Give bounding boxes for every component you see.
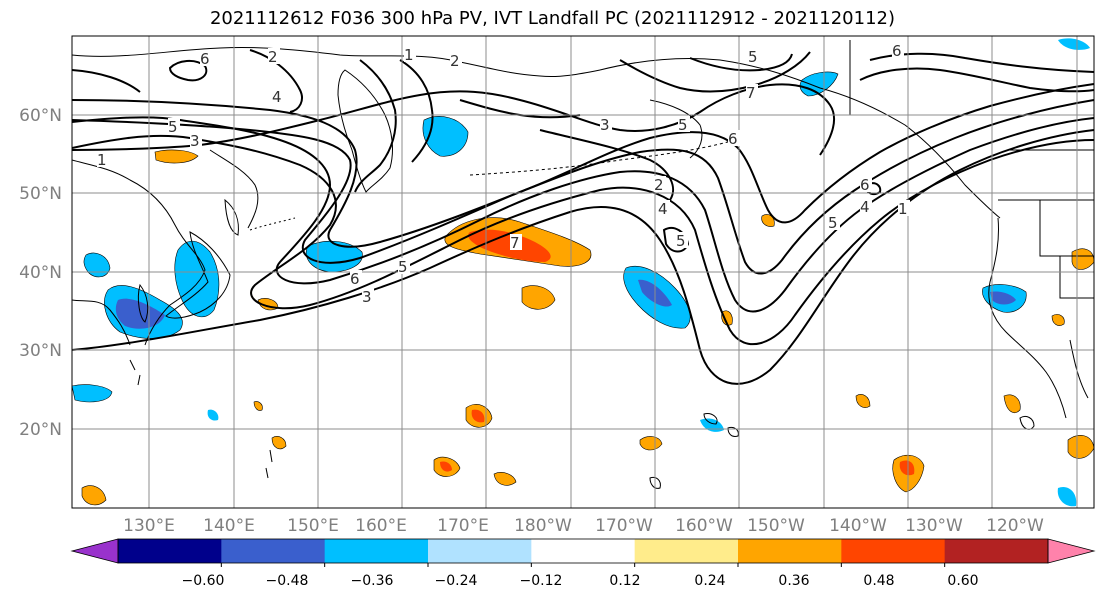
map-frame bbox=[71, 35, 1095, 509]
contour-label-5: 5 bbox=[168, 118, 178, 136]
contour-label-7: 7 bbox=[510, 234, 520, 252]
contour-label-4: 4 bbox=[272, 88, 282, 106]
colorbar-swatch bbox=[118, 539, 222, 563]
lon-label: 160°W bbox=[675, 516, 733, 536]
colorbar-swatch bbox=[841, 539, 946, 563]
latitude-labels: 60°N 50°N 40°N 30°N 20°N bbox=[19, 106, 62, 440]
colorbar-tick-label: 0.48 bbox=[863, 573, 894, 589]
contour-label-1: 1 bbox=[404, 46, 414, 64]
lat-label-40n: 40°N bbox=[19, 263, 62, 283]
colorbar-tick-label: −0.12 bbox=[520, 573, 563, 589]
contour-label-5: 5 bbox=[676, 232, 686, 250]
colorbar-swatch bbox=[221, 539, 326, 563]
lon-label: 180°W bbox=[514, 516, 572, 536]
contour-label-3: 3 bbox=[190, 132, 200, 150]
negative-anomaly-shading bbox=[72, 38, 1090, 507]
contour-label-6: 6 bbox=[892, 42, 902, 60]
longitude-labels: 130°E 140°E 150°E 160°E 170°E 180°W 170°… bbox=[123, 516, 1044, 536]
colorbar-tick-label: 0.36 bbox=[778, 573, 809, 589]
contour-label-4: 4 bbox=[860, 198, 870, 216]
lon-label: 150°W bbox=[747, 516, 805, 536]
contour-label-1: 1 bbox=[97, 151, 107, 169]
lon-label: 170°W bbox=[595, 516, 653, 536]
contour-label-2: 2 bbox=[654, 176, 664, 194]
contour-label-6: 6 bbox=[200, 50, 210, 68]
contour-label-2: 2 bbox=[450, 52, 460, 70]
colorbar-tick-label: −0.36 bbox=[351, 573, 394, 589]
contour-label-6: 6 bbox=[860, 176, 870, 194]
lon-label: 120°W bbox=[986, 516, 1044, 536]
lon-label: 170°E bbox=[437, 516, 489, 536]
lon-label: 160°E bbox=[355, 516, 407, 536]
lon-label: 140°W bbox=[829, 516, 887, 536]
contour-label-3: 3 bbox=[362, 288, 372, 306]
colorbar-outline bbox=[117, 538, 1049, 564]
contour-label-5: 5 bbox=[828, 214, 838, 232]
contour-label-5: 5 bbox=[748, 48, 758, 66]
colorbar-extend-max bbox=[1048, 539, 1094, 563]
colorbar-swatch bbox=[634, 539, 739, 563]
contour-labels: 5 3 1 2 6 4 1 2 6 5 3 7 3 5 bbox=[97, 42, 910, 306]
colorbar-swatch bbox=[428, 539, 532, 563]
colorbar-tick-label: 0.24 bbox=[694, 573, 725, 589]
contour-label-2: 2 bbox=[268, 48, 278, 66]
chart-title: 2021112612 F036 300 hPa PV, IVT Landfall… bbox=[209, 8, 896, 29]
colorbar-swatch bbox=[531, 539, 636, 563]
colorbar-tick-label: −0.60 bbox=[182, 573, 225, 589]
contour-label-3: 3 bbox=[600, 116, 610, 134]
lat-label-60n: 60°N bbox=[19, 106, 62, 126]
colorbar-extend-min bbox=[72, 539, 118, 563]
lon-label: 150°E bbox=[287, 516, 339, 536]
colorbar-swatch bbox=[944, 539, 1049, 563]
colorbar-tick-label: −0.48 bbox=[266, 573, 309, 589]
contour-label-7: 7 bbox=[746, 84, 756, 102]
lon-label: 140°E bbox=[203, 516, 255, 536]
colorbar-swatch bbox=[738, 539, 842, 563]
colorbar-swatch bbox=[324, 539, 429, 563]
colorbar-tick-label: 0.12 bbox=[609, 573, 640, 589]
lat-label-50n: 50°N bbox=[19, 184, 62, 204]
colorbar-tick-label: 0.60 bbox=[947, 573, 978, 589]
lon-label: 130°W bbox=[905, 516, 963, 536]
lat-label-30n: 30°N bbox=[19, 341, 62, 361]
lon-label: 130°E bbox=[123, 516, 175, 536]
colorbar: −0.60 −0.48 −0.36 −0.24 −0.12 0.12 0.24 … bbox=[70, 538, 1096, 589]
contour-label-5: 5 bbox=[398, 258, 408, 276]
gridlines bbox=[72, 36, 1094, 508]
colorbar-tick-label: −0.24 bbox=[435, 573, 478, 589]
contour-label-6: 6 bbox=[728, 130, 738, 148]
contour-label-6: 6 bbox=[350, 270, 360, 288]
contour-label-4: 4 bbox=[658, 200, 668, 218]
contour-label-5: 5 bbox=[678, 116, 688, 134]
lat-label-20n: 20°N bbox=[19, 420, 62, 440]
contour-label-1: 1 bbox=[898, 200, 908, 218]
